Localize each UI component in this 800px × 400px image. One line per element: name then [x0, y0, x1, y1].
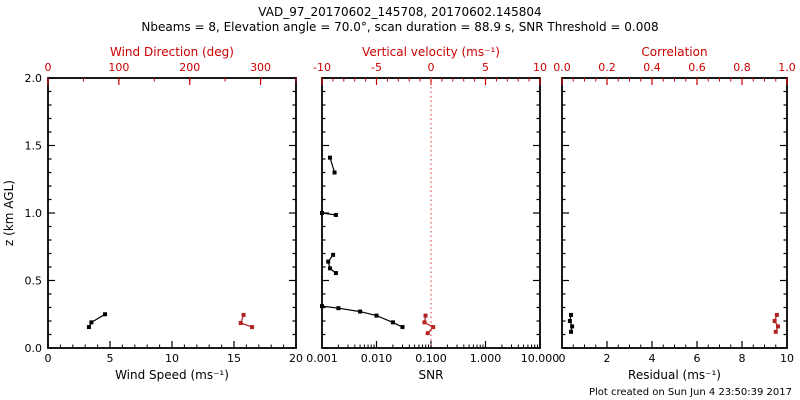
svg-text:0.100: 0.100	[415, 352, 447, 365]
svg-text:Wind Direction (deg): Wind Direction (deg)	[110, 45, 234, 59]
series-wind-speed	[86, 312, 108, 330]
svg-text:0.6: 0.6	[688, 61, 706, 74]
svg-text:4: 4	[649, 352, 656, 365]
svg-text:2.0: 2.0	[25, 72, 43, 85]
svg-text:0.5: 0.5	[25, 275, 43, 288]
panel-wind-panel: 0.0 0.5 1.0 1.5 2.0 z (km AGL) 0 5 10 15 20 Wind Sp…	[2, 45, 303, 382]
svg-text:6: 6	[694, 352, 701, 365]
svg-text:10: 10	[165, 352, 179, 365]
svg-text:15: 15	[227, 352, 241, 365]
series-wind-direction	[238, 312, 255, 330]
panel-residual-panel: 0 2 4 6 8 10 Residual (ms⁻¹) 0.0 0.2 0.4 0.6 0.8 1.0…	[553, 45, 796, 382]
svg-text:0.0: 0.0	[553, 61, 571, 74]
plot-created-timestamp: Plot created on Sun Jun 4 23:50:39 2017	[588, 387, 792, 398]
svg-text:0: 0	[559, 352, 566, 365]
svg-text:2: 2	[604, 352, 611, 365]
svg-text:-5: -5	[371, 61, 382, 74]
svg-text:20: 20	[289, 352, 303, 365]
svg-text:Residual (ms⁻¹): Residual (ms⁻¹)	[628, 368, 721, 382]
svg-text:200: 200	[179, 61, 200, 74]
series-snr-profile	[320, 155, 405, 330]
svg-text:0.010: 0.010	[361, 352, 393, 365]
svg-text:Correlation: Correlation	[641, 45, 707, 59]
svg-text:300: 300	[250, 61, 271, 74]
svg-text:0.4: 0.4	[643, 61, 661, 74]
plot-subtitle: Nbeams = 8, Elevation angle = 70.0°, sca…	[141, 20, 659, 34]
svg-text:10.000: 10.000	[521, 352, 560, 365]
plot-title: VAD_97_20170602_145708, 20170602.145804	[258, 5, 542, 19]
svg-text:10: 10	[533, 61, 547, 74]
svg-text:1.000: 1.000	[470, 352, 502, 365]
svg-text:0.2: 0.2	[598, 61, 616, 74]
svg-text:1.5: 1.5	[25, 140, 43, 153]
svg-text:SNR: SNR	[419, 368, 444, 382]
svg-text:8: 8	[739, 352, 746, 365]
series-residual	[567, 312, 575, 334]
svg-text:0.0: 0.0	[25, 342, 43, 355]
svg-text:z (km AGL): z (km AGL)	[2, 180, 16, 246]
svg-text:0: 0	[45, 61, 52, 74]
series-vertical-velocity	[422, 313, 436, 336]
svg-text:100: 100	[108, 61, 129, 74]
svg-text:5: 5	[107, 352, 114, 365]
svg-text:0.8: 0.8	[733, 61, 751, 74]
svg-text:Wind Speed (ms⁻¹): Wind Speed (ms⁻¹)	[115, 368, 229, 382]
svg-text:Vertical velocity (ms⁻¹): Vertical velocity (ms⁻¹)	[362, 45, 500, 59]
svg-text:0.001: 0.001	[306, 352, 338, 365]
svg-text:-10: -10	[313, 61, 331, 74]
svg-text:0: 0	[428, 61, 435, 74]
series-correlation	[772, 312, 780, 334]
svg-text:1.0: 1.0	[25, 207, 43, 220]
svg-text:10: 10	[780, 352, 794, 365]
panel-snr-panel: 0.001 0.010 0.100 1.000 10.000 SNR -10 -5 0 5 10 Ve…	[306, 45, 559, 382]
svg-text:5: 5	[482, 61, 489, 74]
svg-text:1.0: 1.0	[778, 61, 796, 74]
svg-text:0: 0	[45, 352, 52, 365]
